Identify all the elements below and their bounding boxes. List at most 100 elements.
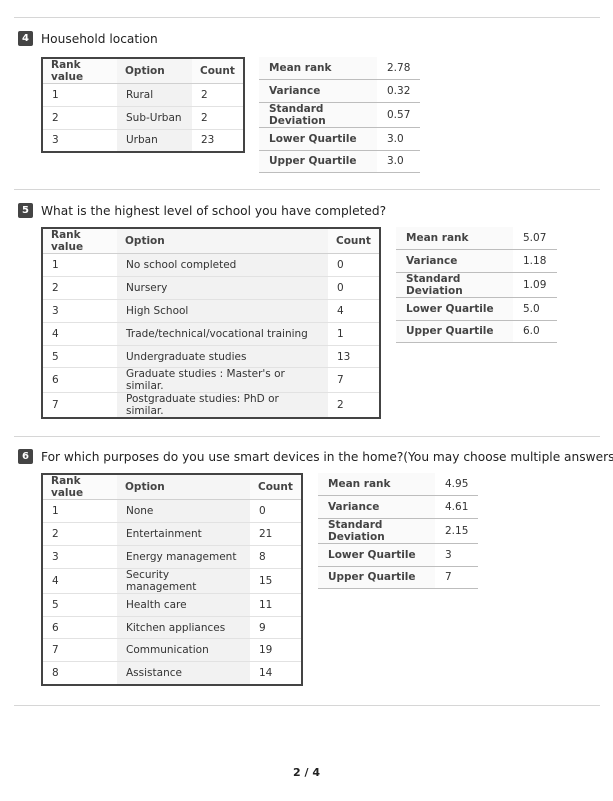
- column-header-count: Count: [192, 58, 244, 84]
- table-row: 3 Urban 23: [42, 129, 244, 153]
- rank-cell: 8: [52, 667, 59, 680]
- question-title: 6 For which purposes do you use smart de…: [18, 449, 613, 464]
- count-cell: 0: [250, 499, 302, 523]
- stat-row: Upper Quartile 7: [318, 566, 479, 590]
- page-number: 2 / 4: [293, 766, 320, 779]
- stat-label: Variance: [396, 249, 513, 273]
- question-number-badge: 5: [18, 203, 33, 218]
- table-row: 2 Nursery 0: [42, 276, 380, 300]
- option-cell: Kitchen appliances: [117, 616, 250, 640]
- question-title: 4 Household location: [18, 31, 158, 46]
- stat-value: 4.61: [435, 495, 479, 519]
- count-cell: 19: [250, 638, 302, 663]
- stat-row: Variance 1.18: [396, 249, 557, 273]
- divider: [14, 189, 600, 190]
- stat-value: 0.32: [377, 79, 421, 103]
- option-cell: Nursery: [117, 276, 328, 300]
- count-cell: 23: [201, 134, 215, 147]
- table-row: 3 High School 4: [42, 299, 380, 323]
- table-row: 1 No school completed 0: [42, 253, 380, 277]
- table-row: 1 None 0: [42, 499, 302, 523]
- stat-row: Standard Deviation 0.57: [259, 102, 421, 128]
- stat-label: Mean rank: [318, 473, 435, 497]
- table-row: 4 Trade/technical/vocational training 1: [42, 322, 380, 346]
- stat-value: 3.0: [377, 127, 421, 151]
- count-cell: 13: [328, 345, 380, 369]
- rank-cell: 3: [42, 299, 117, 323]
- rank-cell: 1: [42, 499, 117, 523]
- count-cell: 2: [192, 83, 244, 107]
- count-cell: 0: [328, 253, 380, 277]
- rank-cell: 3: [42, 545, 117, 569]
- stat-row: Standard Deviation 1.09: [396, 272, 557, 298]
- rank-cell: 5: [42, 593, 117, 617]
- stat-label: Lower Quartile: [259, 127, 377, 151]
- rank-cell: 5: [42, 345, 117, 369]
- option-cell: Rural: [117, 83, 192, 107]
- table-row: 6 Graduate studies : Master's or similar.…: [42, 367, 380, 394]
- question-number-badge: 4: [18, 31, 33, 46]
- count-cell: 7: [328, 367, 380, 394]
- rank-table: Rank value Option Count 1 None 0 2 Entertai…: [41, 473, 303, 686]
- table-row: 5 Health care 11: [42, 593, 302, 617]
- stat-row: Lower Quartile 3: [318, 543, 479, 567]
- column-header-option: Option: [117, 58, 192, 84]
- count-cell: 1: [328, 322, 380, 346]
- option-cell: High School: [117, 299, 328, 323]
- stat-label: Lower Quartile: [396, 297, 513, 321]
- count-cell: 0: [328, 276, 380, 300]
- table-row: 7 Postgraduate studies: PhD or similar. 2: [42, 392, 380, 419]
- option-cell: Assistance: [117, 661, 250, 685]
- count-cell: 8: [250, 545, 302, 569]
- stat-row: Mean rank 5.07: [396, 227, 557, 251]
- count-cell: 2: [337, 399, 344, 412]
- rank-cell: 7: [52, 399, 59, 412]
- stats-table: Mean rank 4.95 Variance 4.61 Standard Devi…: [318, 473, 479, 590]
- column-header-rank: Rank value: [42, 58, 117, 84]
- table-row: 7 Communication 19: [42, 638, 302, 663]
- rank-cell: 6: [42, 616, 117, 640]
- table-row: 8 Assistance 14: [42, 661, 302, 685]
- column-header-count: Count: [328, 228, 380, 254]
- table-row: 2 Sub-Urban 2: [42, 106, 244, 130]
- rank-cell: 1: [42, 253, 117, 277]
- stat-row: Lower Quartile 3.0: [259, 127, 421, 151]
- table-row: 4 Security management 15: [42, 568, 302, 594]
- option-cell: Security management: [117, 568, 250, 594]
- table-header-row: Rank value Option Count: [42, 474, 302, 500]
- rank-cell: 4: [42, 322, 117, 346]
- question-text: What is the highest level of school you …: [41, 203, 387, 218]
- stat-row: Mean rank 4.95: [318, 473, 479, 497]
- rank-cell: 4: [42, 568, 117, 594]
- stats-table: Mean rank 2.78 Variance 0.32 Standard Devi…: [259, 57, 421, 174]
- table-row: 2 Entertainment 21: [42, 522, 302, 546]
- question-title: 5 What is the highest level of school yo…: [18, 203, 386, 218]
- rank-table: Rank value Option Count 1 No school compl…: [41, 227, 381, 420]
- stat-row: Upper Quartile 6.0: [396, 320, 557, 344]
- column-header-rank: Rank value: [42, 228, 117, 254]
- rank-cell: 3: [52, 134, 59, 147]
- count-cell: 21: [250, 522, 302, 546]
- rank-table: Rank value Option Count 1 Rural 2 2 Sub-…: [41, 57, 245, 154]
- divider: [14, 17, 600, 18]
- stat-row: Upper Quartile 3.0: [259, 150, 421, 174]
- table-row: 3 Energy management 8: [42, 545, 302, 569]
- stat-label: Lower Quartile: [318, 543, 435, 567]
- option-cell: No school completed: [117, 253, 328, 277]
- stat-label: Mean rank: [396, 227, 513, 251]
- table-row: 1 Rural 2: [42, 83, 244, 107]
- stat-label: Variance: [318, 495, 435, 519]
- stat-value: 5.0: [513, 297, 557, 321]
- stat-value: 7: [435, 566, 479, 590]
- question-text: For which purposes do you use smart devi…: [41, 449, 613, 464]
- option-cell: Urban: [117, 129, 192, 153]
- stats-table: Mean rank 5.07 Variance 1.18 Standard Devi…: [396, 227, 557, 344]
- stat-value: 2.15: [435, 518, 479, 544]
- stat-value: 3.0: [377, 150, 421, 174]
- option-cell: None: [117, 499, 250, 523]
- table-header-row: Rank value Option Count: [42, 58, 244, 84]
- stat-label: Variance: [259, 79, 377, 103]
- column-header-option: Option: [117, 228, 328, 254]
- stat-value: 4.95: [435, 473, 479, 497]
- stat-value: 3: [435, 543, 479, 567]
